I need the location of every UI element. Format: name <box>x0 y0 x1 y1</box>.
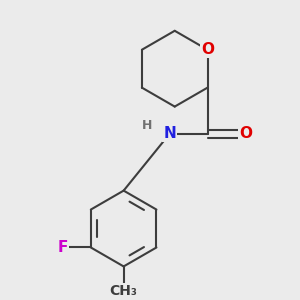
Text: N: N <box>163 126 176 141</box>
Text: H: H <box>141 119 152 132</box>
Text: F: F <box>58 240 68 255</box>
Text: O: O <box>201 42 214 57</box>
Text: O: O <box>239 126 252 141</box>
Text: CH₃: CH₃ <box>110 284 138 298</box>
